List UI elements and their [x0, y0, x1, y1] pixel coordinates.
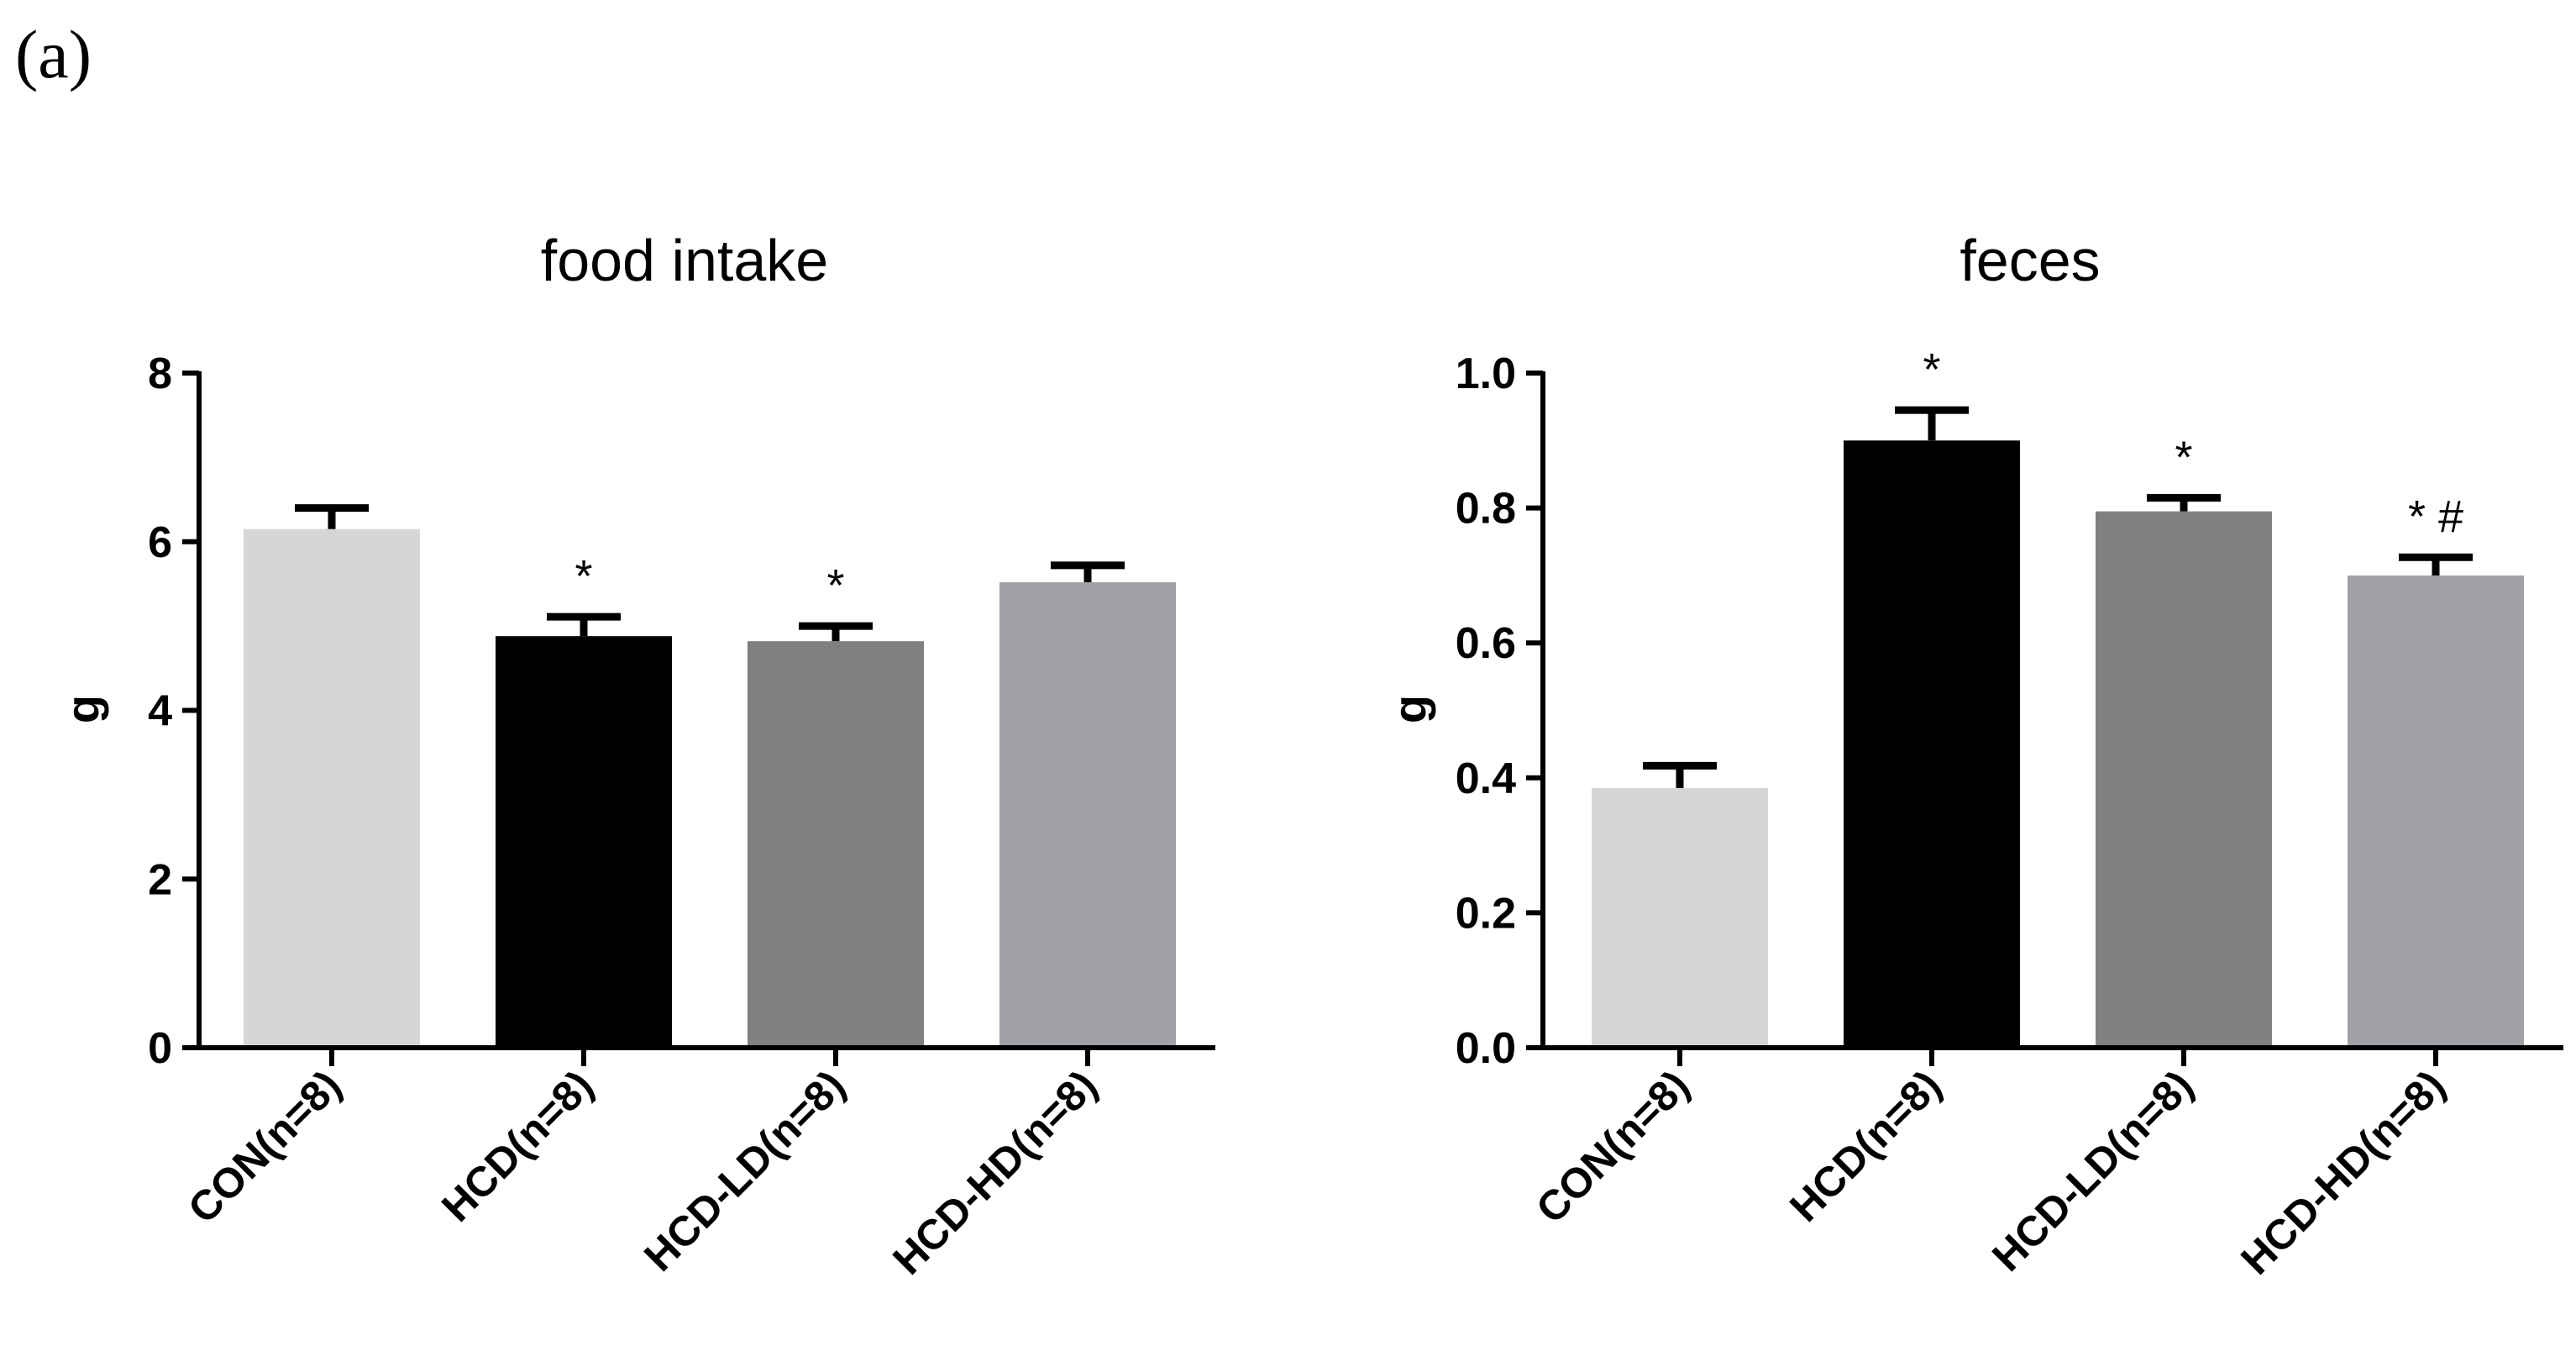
significance-mark-3: * — [826, 560, 844, 611]
bar-2 — [496, 636, 672, 1048]
error-bar-2 — [1895, 406, 1969, 441]
y-axis-label: g — [1383, 695, 1436, 723]
significance-mark-4: * # — [2408, 492, 2463, 542]
y-tick-label: 0.0 — [1456, 1024, 1516, 1073]
x-tick-label: HCD-LD(n=8) — [1983, 1061, 2202, 1280]
y-tick-label: 1.0 — [1456, 350, 1516, 398]
bar-3 — [2096, 511, 2272, 1048]
x-tick-label: HCD-HD(n=8) — [2232, 1061, 2453, 1283]
chart-title: feces — [1960, 228, 2100, 293]
significance-mark-2: * — [1923, 344, 1940, 395]
y-axis-label: g — [56, 695, 109, 723]
significance-mark-3: * — [2175, 433, 2192, 483]
significance-mark-2: * — [574, 551, 592, 602]
y-tick-label: 0.4 — [1456, 754, 1516, 803]
bar-1 — [244, 528, 420, 1048]
y-tick-label: 0.6 — [1456, 619, 1516, 668]
bar-4 — [999, 581, 1176, 1048]
x-tick-label: CON(n=8) — [1527, 1061, 1698, 1233]
error-bar-4 — [1051, 561, 1125, 582]
x-tick-label: HCD-HD(n=8) — [884, 1061, 1105, 1283]
bar-1 — [1592, 787, 1768, 1048]
error-bar-2 — [547, 613, 621, 637]
error-bar-1 — [1643, 761, 1717, 788]
bar-4 — [2348, 575, 2524, 1048]
bar-2 — [1844, 440, 2020, 1048]
y-tick-label: 0.2 — [1456, 889, 1516, 938]
y-tick-label: 6 — [148, 518, 172, 567]
error-bar-4 — [2399, 553, 2473, 576]
error-bar-1 — [295, 504, 369, 529]
x-tick-label: HCD(n=8) — [1781, 1061, 1950, 1231]
chart-food-intake: food intake g * * 0 2 4 6 8 CON(n=8) HCD(n=8) HCD-L… — [56, 228, 1215, 1284]
y-tick-label: 8 — [148, 350, 172, 398]
error-bar-3 — [2147, 494, 2221, 512]
chart-title: food intake — [541, 228, 828, 293]
y-tick-label: 0.8 — [1456, 485, 1516, 534]
y-tick-label: 0 — [148, 1024, 172, 1073]
x-tick-label: HCD(n=8) — [433, 1061, 602, 1231]
bar-3 — [748, 641, 924, 1048]
error-bar-3 — [799, 622, 873, 642]
panel-label: (a) — [15, 16, 92, 92]
y-tick-label: 2 — [148, 855, 172, 904]
x-tick-label: CON(n=8) — [179, 1061, 350, 1233]
y-tick-label: 4 — [148, 687, 172, 736]
x-tick-label: HCD-LD(n=8) — [635, 1061, 854, 1280]
chart-feces: feces g * * * # 0.0 0.2 0.4 0.6 0.8 1.0 CON(n=8) HCD… — [1383, 228, 2563, 1284]
